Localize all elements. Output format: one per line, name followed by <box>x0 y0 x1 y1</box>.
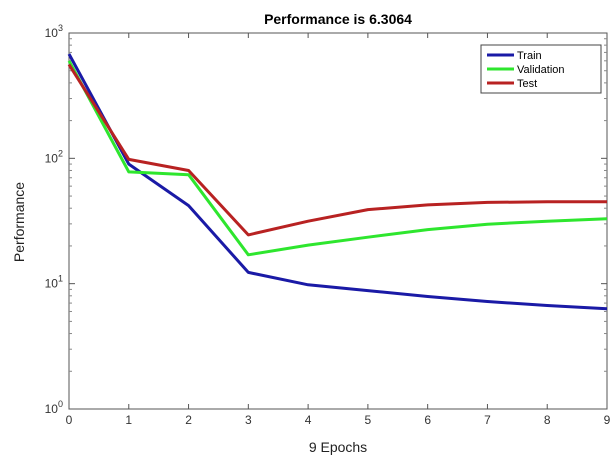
x-tick-label: 8 <box>544 413 551 427</box>
x-tick-label: 9 <box>604 413 610 427</box>
legend-label: Train <box>517 50 542 62</box>
y-tick-label: 103 <box>45 23 63 40</box>
x-axis-label: 9 Epochs <box>309 439 367 455</box>
y-tick-label: 101 <box>45 274 63 291</box>
x-axis: 0 1 2 3 4 5 6 7 8 9 <box>66 33 610 427</box>
x-tick-label: 6 <box>424 413 431 427</box>
legend: Train Validation Test <box>480 44 602 94</box>
y-tick-label: 100 <box>45 399 63 416</box>
series-line-validation <box>67 60 608 257</box>
plot-frame <box>68 32 608 410</box>
legend-label: Validation <box>517 64 565 76</box>
x-tick-label: 4 <box>305 413 312 427</box>
x-tick-label: 2 <box>185 413 192 427</box>
series-line-test <box>67 63 607 237</box>
y-tick-label: 102 <box>45 148 63 165</box>
x-tick-label: 3 <box>245 413 252 427</box>
y-axis: 100 101 102 103 <box>45 23 607 416</box>
chart-title: Performance is 6.3064 <box>264 11 412 27</box>
series-line-train <box>67 53 608 311</box>
x-tick-label: 5 <box>365 413 372 427</box>
series-lines <box>67 53 608 311</box>
x-tick-label: 1 <box>125 413 132 427</box>
y-axis-label: Performance <box>11 182 27 262</box>
x-tick-label: 0 <box>66 413 73 427</box>
x-tick-label: 7 <box>484 413 491 427</box>
plot-area <box>68 32 608 410</box>
legend-label: Test <box>517 78 537 90</box>
